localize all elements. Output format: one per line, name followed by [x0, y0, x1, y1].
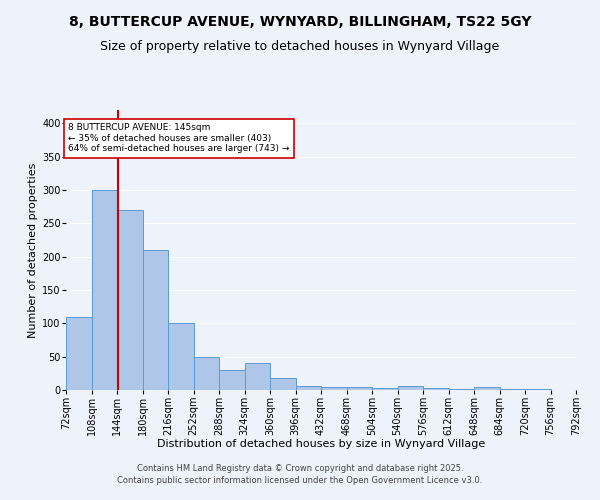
X-axis label: Distribution of detached houses by size in Wynyard Village: Distribution of detached houses by size … — [157, 439, 485, 449]
Bar — [270, 378, 296, 390]
Bar — [449, 388, 474, 390]
Bar — [117, 210, 143, 390]
Y-axis label: Number of detached properties: Number of detached properties — [28, 162, 38, 338]
Bar — [245, 364, 270, 390]
Bar — [193, 356, 219, 390]
Bar — [219, 370, 245, 390]
Bar — [143, 250, 168, 390]
Bar — [66, 316, 91, 390]
Text: Contains HM Land Registry data © Crown copyright and database right 2025.
Contai: Contains HM Land Registry data © Crown c… — [118, 464, 482, 485]
Bar — [474, 388, 499, 390]
Bar — [423, 388, 449, 390]
Bar — [296, 386, 321, 390]
Text: 8 BUTTERCUP AVENUE: 145sqm
← 35% of detached houses are smaller (403)
64% of sem: 8 BUTTERCUP AVENUE: 145sqm ← 35% of deta… — [68, 124, 290, 153]
Bar — [168, 324, 193, 390]
Text: 8, BUTTERCUP AVENUE, WYNYARD, BILLINGHAM, TS22 5GY: 8, BUTTERCUP AVENUE, WYNYARD, BILLINGHAM… — [69, 15, 531, 29]
Bar — [576, 388, 600, 390]
Bar — [347, 386, 372, 390]
Bar — [372, 388, 398, 390]
Bar — [499, 388, 525, 390]
Text: Size of property relative to detached houses in Wynyard Village: Size of property relative to detached ho… — [100, 40, 500, 53]
Bar — [91, 190, 117, 390]
Bar — [321, 386, 347, 390]
Bar — [398, 386, 423, 390]
